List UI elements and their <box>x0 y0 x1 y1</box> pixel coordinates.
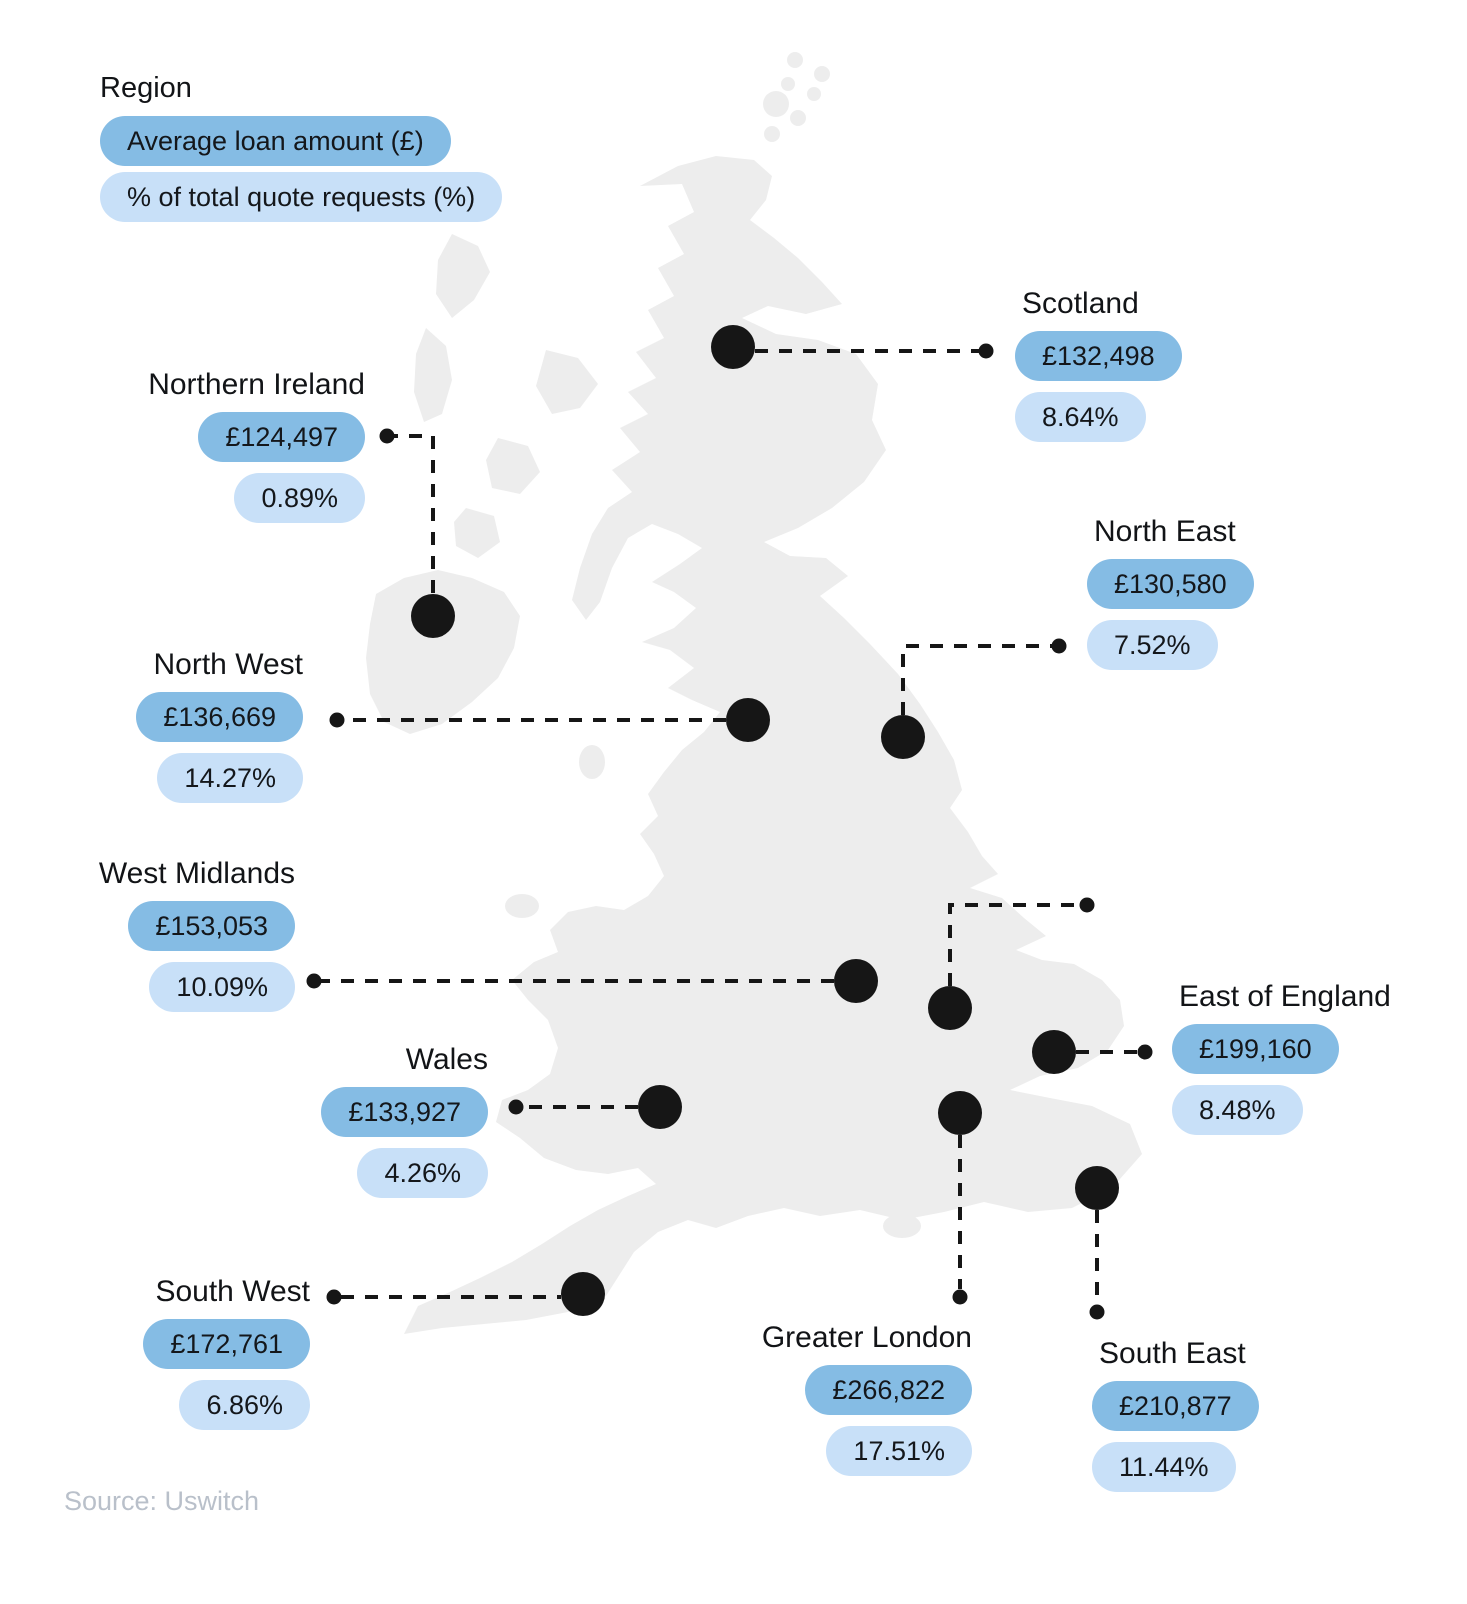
endpoint-south-west <box>326 1289 342 1305</box>
marker-wales <box>638 1085 682 1129</box>
leader-north-east <box>901 644 1053 715</box>
region-label-north-east: North East £130,580 7.52% <box>1087 513 1254 670</box>
marker-scotland <box>711 325 755 369</box>
region-label-wales: Wales £133,927 4.26% <box>321 1041 488 1198</box>
endpoint-north-west <box>329 712 345 728</box>
region-label-south-west: South West £172,761 6.86% <box>143 1273 310 1430</box>
region-label-west-midlands: West Midlands £153,053 10.09% <box>99 855 295 1012</box>
loan-pill: £132,498 <box>1015 331 1182 381</box>
region-name: Greater London <box>761 1321 972 1354</box>
marker-north-west <box>726 698 770 742</box>
endpoint-northern-ireland <box>379 428 395 444</box>
percent-pill: 8.64% <box>1015 392 1146 442</box>
region-markers <box>411 325 1119 1316</box>
loan-pill: £133,927 <box>321 1087 488 1137</box>
legend: Region Average loan amount (£) % of tota… <box>100 70 503 228</box>
map-island-anglesey <box>505 894 539 918</box>
map-island-orkney <box>790 110 806 126</box>
percent-pill: 14.27% <box>157 753 303 803</box>
loan-pill: £153,053 <box>128 901 295 951</box>
endpoint-east-of-england <box>1137 1044 1153 1060</box>
marker-south-east <box>1075 1166 1119 1210</box>
legend-percent-pill: % of total quote requests (%) <box>100 172 503 222</box>
map-island-orkney <box>763 91 789 117</box>
percent-pill: 7.52% <box>1087 620 1218 670</box>
leader-northern-ireland <box>393 434 435 593</box>
endpoint-wales <box>508 1099 524 1115</box>
region-label-greater-london: Greater London £266,822 17.51% <box>762 1319 972 1476</box>
map-great-britain <box>404 156 1142 1334</box>
loan-pill: £199,160 <box>1172 1024 1339 1074</box>
region-name: North East <box>1094 515 1236 548</box>
percent-pill: 17.51% <box>826 1426 972 1476</box>
percent-pill: 10.09% <box>149 962 295 1012</box>
region-label-scotland: Scotland £132,498 8.64% <box>1015 285 1182 442</box>
region-label-south-east: South East £210,877 11.44% <box>1092 1335 1259 1492</box>
endpoint-greater-london <box>952 1289 968 1305</box>
legend-loan-pill: Average loan amount (£) <box>100 116 451 166</box>
region-name: Scotland <box>1022 287 1139 320</box>
percent-pill: 6.86% <box>179 1380 310 1430</box>
loan-pill: £266,822 <box>805 1365 972 1415</box>
endpoint-scotland <box>978 343 994 359</box>
map-island-orkney <box>807 87 821 101</box>
map-island-orkney <box>764 126 780 142</box>
leader-endpoints <box>306 343 1153 1320</box>
legend-title: Region <box>100 72 192 104</box>
map-island-skye <box>536 350 598 414</box>
marker-unlabeled <box>928 986 972 1030</box>
marker-west-midlands <box>834 959 878 1003</box>
loan-pill: £172,761 <box>143 1319 310 1369</box>
map-island-wight <box>883 1214 921 1238</box>
endpoint-unlabeled <box>1079 897 1095 913</box>
region-name: East of England <box>1179 980 1391 1013</box>
endpoint-north-east <box>1051 638 1067 654</box>
leader-unlabeled <box>948 903 1081 986</box>
region-name: South West <box>155 1275 310 1308</box>
map-island-islay <box>454 508 500 558</box>
endpoint-south-east <box>1089 1304 1105 1320</box>
map-island-orkney <box>814 66 830 82</box>
percent-pill: 8.48% <box>1172 1085 1303 1135</box>
loan-pill: £136,669 <box>136 692 303 742</box>
map-island-uist <box>414 328 452 422</box>
map-island-man <box>579 745 605 779</box>
map-island-orkney <box>787 52 803 68</box>
percent-pill: 0.89% <box>234 473 365 523</box>
region-name: Northern Ireland <box>148 368 365 401</box>
loan-pill: £210,877 <box>1092 1381 1259 1431</box>
region-label-east-of-england: East of England £199,160 8.48% <box>1172 978 1391 1135</box>
region-name: Wales <box>405 1043 488 1076</box>
map-northern-ireland <box>366 570 520 734</box>
loan-pill: £124,497 <box>198 412 365 462</box>
percent-pill: 11.44% <box>1092 1442 1236 1492</box>
percent-pill: 4.26% <box>357 1148 488 1198</box>
marker-northern-ireland <box>411 594 455 638</box>
leader-lines <box>321 349 1138 1304</box>
map-island-lewis <box>436 234 490 318</box>
endpoint-west-midlands <box>306 973 322 989</box>
region-name: West Midlands <box>98 857 295 890</box>
map-island-mull <box>486 438 540 494</box>
map-island-orkney <box>781 77 795 91</box>
source-credit: Source: Uswitch <box>64 1486 260 1516</box>
marker-north-east <box>881 715 925 759</box>
marker-south-west <box>561 1272 605 1316</box>
region-label-north-west: North West £136,669 14.27% <box>136 646 303 803</box>
region-name: South East <box>1099 1337 1246 1370</box>
loan-pill: £130,580 <box>1087 559 1254 609</box>
region-label-northern-ireland: Northern Ireland £124,497 0.89% <box>148 366 365 523</box>
marker-greater-london <box>938 1091 982 1135</box>
region-name: North West <box>153 648 304 681</box>
uk-map-silhouette <box>366 52 1142 1334</box>
marker-east-of-england <box>1032 1030 1076 1074</box>
